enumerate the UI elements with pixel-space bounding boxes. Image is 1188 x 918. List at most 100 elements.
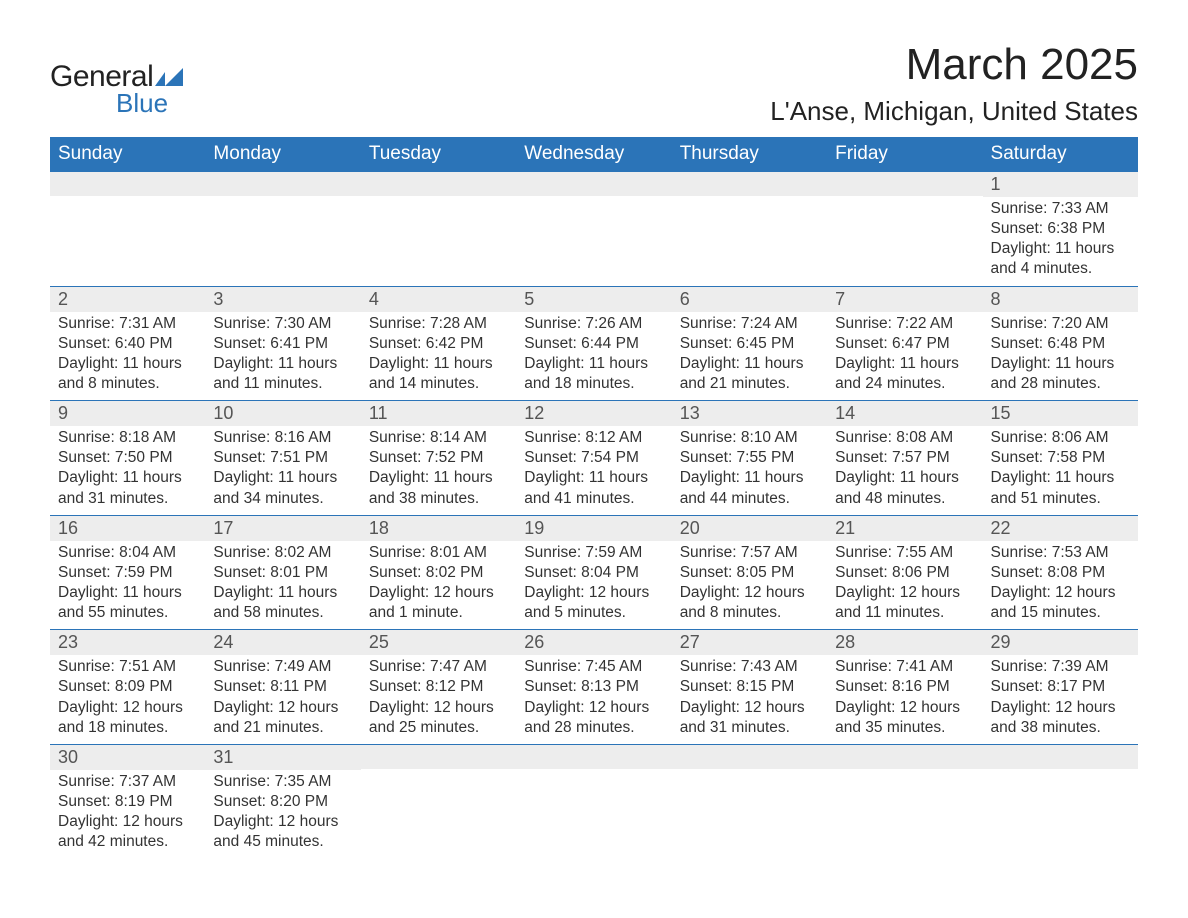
sunset-text: Sunset: 6:38 PM [991, 219, 1130, 239]
sunrise-text: Sunrise: 7:24 AM [680, 314, 819, 334]
day-number: 5 [516, 287, 671, 312]
daylight-text: Daylight: 12 hours and 25 minutes. [369, 698, 508, 738]
calendar-day-cell: 21Sunrise: 7:55 AMSunset: 8:06 PMDayligh… [827, 515, 982, 630]
daylight-text: Daylight: 12 hours and 11 minutes. [835, 583, 974, 623]
sunrise-text: Sunrise: 7:53 AM [991, 543, 1130, 563]
day-number [672, 172, 827, 196]
day-number [827, 172, 982, 196]
sunset-text: Sunset: 8:08 PM [991, 563, 1130, 583]
sunset-text: Sunset: 7:58 PM [991, 448, 1130, 468]
sunset-text: Sunset: 6:40 PM [58, 334, 197, 354]
day-number: 13 [672, 401, 827, 426]
daylight-text: Daylight: 12 hours and 5 minutes. [524, 583, 663, 623]
day-number: 21 [827, 516, 982, 541]
day-number: 2 [50, 287, 205, 312]
day-number: 23 [50, 630, 205, 655]
day-number: 9 [50, 401, 205, 426]
calendar-week-row: 23Sunrise: 7:51 AMSunset: 8:09 PMDayligh… [50, 630, 1138, 745]
calendar-day-cell: 15Sunrise: 8:06 AMSunset: 7:58 PMDayligh… [983, 401, 1138, 516]
sunset-text: Sunset: 8:12 PM [369, 677, 508, 697]
day-details: Sunrise: 7:51 AMSunset: 8:09 PMDaylight:… [50, 655, 205, 744]
day-details: Sunrise: 7:35 AMSunset: 8:20 PMDaylight:… [205, 770, 360, 859]
daylight-text: Daylight: 12 hours and 21 minutes. [213, 698, 352, 738]
calendar-day-cell: 3Sunrise: 7:30 AMSunset: 6:41 PMDaylight… [205, 286, 360, 401]
calendar-day-cell: 14Sunrise: 8:08 AMSunset: 7:57 PMDayligh… [827, 401, 982, 516]
day-number: 25 [361, 630, 516, 655]
day-number: 3 [205, 287, 360, 312]
daylight-text: Daylight: 11 hours and 4 minutes. [991, 239, 1130, 279]
calendar-day-cell [983, 744, 1138, 858]
logo: General Blue [50, 60, 183, 119]
day-header: Tuesday [361, 137, 516, 172]
day-details [672, 196, 827, 266]
calendar-day-cell: 30Sunrise: 7:37 AMSunset: 8:19 PMDayligh… [50, 744, 205, 858]
day-details: Sunrise: 8:08 AMSunset: 7:57 PMDaylight:… [827, 426, 982, 515]
calendar-day-cell: 13Sunrise: 8:10 AMSunset: 7:55 PMDayligh… [672, 401, 827, 516]
day-number: 11 [361, 401, 516, 426]
calendar-day-cell: 7Sunrise: 7:22 AMSunset: 6:47 PMDaylight… [827, 286, 982, 401]
day-details: Sunrise: 8:01 AMSunset: 8:02 PMDaylight:… [361, 541, 516, 630]
calendar-day-cell: 4Sunrise: 7:28 AMSunset: 6:42 PMDaylight… [361, 286, 516, 401]
day-details [516, 196, 671, 266]
daylight-text: Daylight: 11 hours and 14 minutes. [369, 354, 508, 394]
sunset-text: Sunset: 7:59 PM [58, 563, 197, 583]
sunset-text: Sunset: 7:54 PM [524, 448, 663, 468]
day-details [361, 196, 516, 266]
daylight-text: Daylight: 11 hours and 51 minutes. [991, 468, 1130, 508]
day-details: Sunrise: 8:06 AMSunset: 7:58 PMDaylight:… [983, 426, 1138, 515]
daylight-text: Daylight: 12 hours and 28 minutes. [524, 698, 663, 738]
sunrise-text: Sunrise: 7:43 AM [680, 657, 819, 677]
calendar-day-cell: 10Sunrise: 8:16 AMSunset: 7:51 PMDayligh… [205, 401, 360, 516]
calendar-day-cell [827, 744, 982, 858]
daylight-text: Daylight: 12 hours and 8 minutes. [680, 583, 819, 623]
daylight-text: Daylight: 11 hours and 41 minutes. [524, 468, 663, 508]
calendar-day-cell: 20Sunrise: 7:57 AMSunset: 8:05 PMDayligh… [672, 515, 827, 630]
day-number [983, 745, 1138, 769]
sunrise-text: Sunrise: 7:28 AM [369, 314, 508, 334]
sunrise-text: Sunrise: 7:35 AM [213, 772, 352, 792]
day-details: Sunrise: 8:02 AMSunset: 8:01 PMDaylight:… [205, 541, 360, 630]
day-number [827, 745, 982, 769]
day-details: Sunrise: 7:57 AMSunset: 8:05 PMDaylight:… [672, 541, 827, 630]
calendar-day-cell: 28Sunrise: 7:41 AMSunset: 8:16 PMDayligh… [827, 630, 982, 745]
day-details: Sunrise: 7:31 AMSunset: 6:40 PMDaylight:… [50, 312, 205, 401]
sunset-text: Sunset: 6:42 PM [369, 334, 508, 354]
sunrise-text: Sunrise: 7:57 AM [680, 543, 819, 563]
daylight-text: Daylight: 12 hours and 1 minute. [369, 583, 508, 623]
calendar-day-cell: 1Sunrise: 7:33 AMSunset: 6:38 PMDaylight… [983, 172, 1138, 287]
sunrise-text: Sunrise: 7:47 AM [369, 657, 508, 677]
sunrise-text: Sunrise: 8:01 AM [369, 543, 508, 563]
logo-flag-icon [155, 68, 183, 86]
logo-text-blue: Blue [116, 88, 168, 119]
day-header-row: SundayMondayTuesdayWednesdayThursdayFrid… [50, 137, 1138, 172]
sunrise-text: Sunrise: 7:55 AM [835, 543, 974, 563]
sunset-text: Sunset: 8:02 PM [369, 563, 508, 583]
day-details: Sunrise: 8:12 AMSunset: 7:54 PMDaylight:… [516, 426, 671, 515]
calendar-week-row: 16Sunrise: 8:04 AMSunset: 7:59 PMDayligh… [50, 515, 1138, 630]
day-number: 16 [50, 516, 205, 541]
sunset-text: Sunset: 8:17 PM [991, 677, 1130, 697]
day-details [672, 769, 827, 839]
daylight-text: Daylight: 12 hours and 38 minutes. [991, 698, 1130, 738]
day-details: Sunrise: 7:59 AMSunset: 8:04 PMDaylight:… [516, 541, 671, 630]
day-number: 28 [827, 630, 982, 655]
sunrise-text: Sunrise: 7:49 AM [213, 657, 352, 677]
sunset-text: Sunset: 6:44 PM [524, 334, 663, 354]
sunrise-text: Sunrise: 7:20 AM [991, 314, 1130, 334]
day-header: Thursday [672, 137, 827, 172]
sunrise-text: Sunrise: 8:10 AM [680, 428, 819, 448]
day-details: Sunrise: 7:43 AMSunset: 8:15 PMDaylight:… [672, 655, 827, 744]
daylight-text: Daylight: 11 hours and 18 minutes. [524, 354, 663, 394]
daylight-text: Daylight: 11 hours and 55 minutes. [58, 583, 197, 623]
calendar-day-cell [50, 172, 205, 287]
sunset-text: Sunset: 8:19 PM [58, 792, 197, 812]
day-number [361, 172, 516, 196]
day-details: Sunrise: 7:22 AMSunset: 6:47 PMDaylight:… [827, 312, 982, 401]
calendar-day-cell: 24Sunrise: 7:49 AMSunset: 8:11 PMDayligh… [205, 630, 360, 745]
sunrise-text: Sunrise: 8:14 AM [369, 428, 508, 448]
daylight-text: Daylight: 12 hours and 15 minutes. [991, 583, 1130, 623]
sunset-text: Sunset: 8:13 PM [524, 677, 663, 697]
calendar-day-cell: 22Sunrise: 7:53 AMSunset: 8:08 PMDayligh… [983, 515, 1138, 630]
day-number: 18 [361, 516, 516, 541]
calendar-day-cell: 9Sunrise: 8:18 AMSunset: 7:50 PMDaylight… [50, 401, 205, 516]
